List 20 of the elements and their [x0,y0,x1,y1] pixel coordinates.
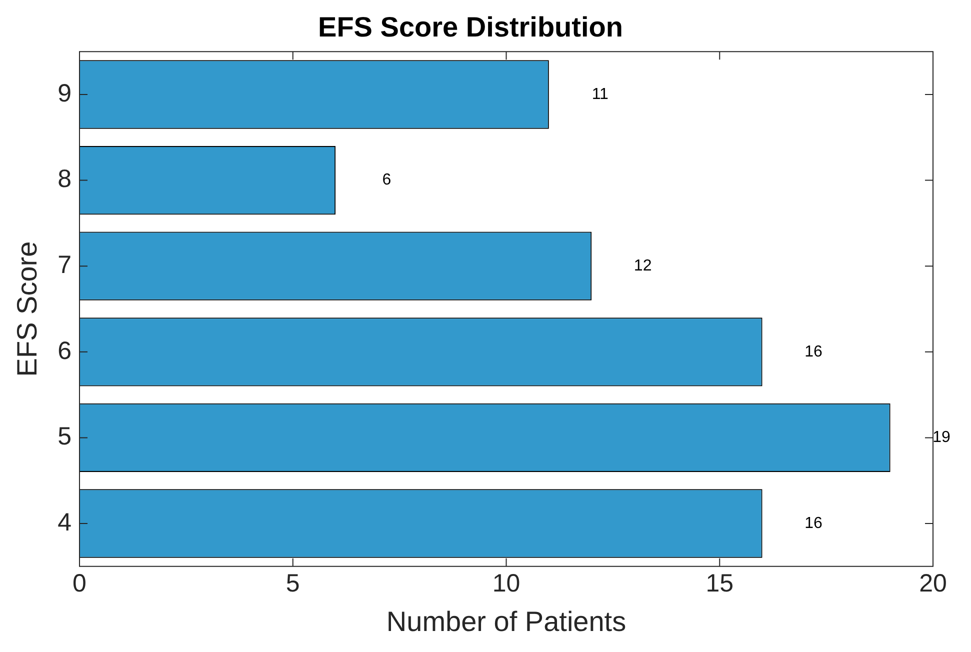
data-label: 12 [634,258,652,275]
y-tick-label: 4 [58,508,72,536]
y-tick-label: 9 [58,79,72,108]
x-tick-label: 5 [286,569,300,598]
x-tick-label: 20 [919,569,947,598]
data-label: 16 [804,343,823,360]
x-tick-label: 15 [706,569,734,598]
x-axis-title: Number of Patients [386,606,626,637]
chart-title: EFS Score Distribution [318,12,623,43]
y-tick-label: 8 [58,165,72,194]
y-tick-label: 6 [58,336,72,365]
data-label: 11 [592,86,609,103]
data-label: 19 [932,429,951,446]
y-axis-title: EFS Score [12,241,43,377]
data-label: 6 [382,172,392,189]
y-tick-label: 5 [58,422,72,451]
x-tick-label: 0 [72,569,86,598]
y-tick-label: 7 [58,250,72,279]
x-tick-label: 10 [492,569,520,598]
data-label: 16 [804,514,823,532]
